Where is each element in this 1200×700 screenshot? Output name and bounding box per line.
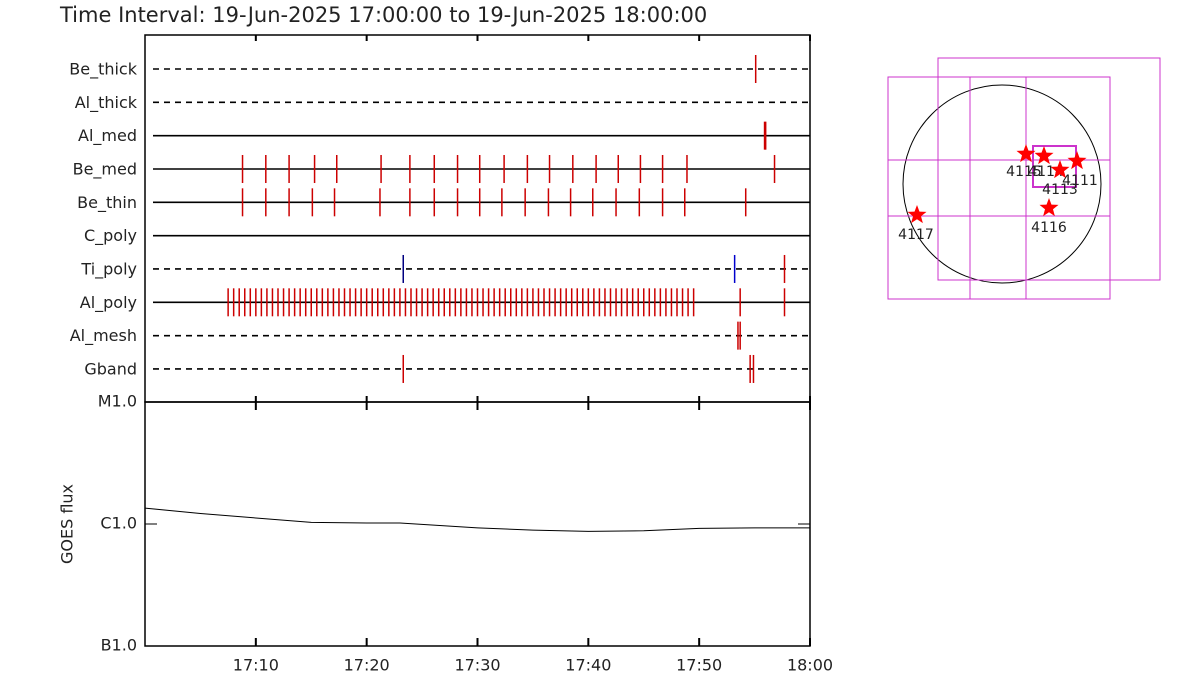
map	[887, 57, 1161, 300]
region-label: 4115	[1006, 164, 1042, 180]
row-label: Ti_poly	[80, 259, 137, 279]
region-label: 4116	[1031, 220, 1067, 236]
region-star	[1034, 146, 1054, 165]
row-label: Al_poly	[80, 293, 137, 313]
x-tick-label: 17:20	[344, 656, 390, 675]
region-star	[1067, 151, 1087, 170]
y-tick-label: C1.0	[100, 514, 137, 533]
row-label: Be_thick	[69, 60, 137, 80]
y-tick-label: B1.0	[101, 636, 137, 655]
row-label: Al_med	[78, 126, 137, 146]
row-label: Al_mesh	[70, 326, 137, 346]
region-star	[1050, 160, 1070, 179]
row-label: Be_thin	[77, 193, 137, 213]
solar-disk	[902, 84, 1102, 284]
x-tick-label: 18:00	[787, 656, 833, 675]
row-label: Be_med	[73, 159, 137, 179]
goes-frame	[144, 401, 811, 647]
fov-box	[937, 57, 1161, 281]
timeline-frame	[144, 34, 811, 403]
y-tick-label: M1.0	[98, 392, 137, 411]
row-label: C_poly	[84, 226, 137, 246]
row-label: Gband	[84, 359, 137, 378]
fov-box	[1032, 145, 1077, 188]
region-star	[1039, 198, 1059, 217]
goes-curve	[144, 507, 810, 532]
region-star	[907, 205, 927, 224]
x-tick-label: 17:40	[565, 656, 611, 675]
x-tick-label: 17:30	[454, 656, 500, 675]
region-label: 4113	[1042, 182, 1078, 198]
x-tick-label: 17:10	[233, 656, 279, 675]
y-axis-label: GOES flux	[58, 484, 77, 564]
region-star	[1016, 144, 1036, 163]
row-label: Al_thick	[75, 93, 138, 113]
region-label: 4117	[898, 227, 934, 243]
x-tick-label: 17:50	[676, 656, 722, 675]
title: Time Interval: 19-Jun-2025 17:00:00 to 1…	[59, 3, 707, 27]
region-label: 4111	[1062, 173, 1098, 189]
fov-box	[887, 76, 1111, 300]
